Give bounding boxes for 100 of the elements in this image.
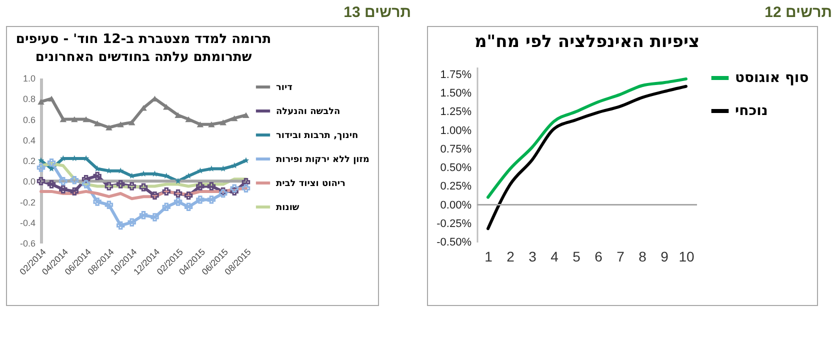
point <box>162 202 171 212</box>
point <box>230 187 238 196</box>
y-tick-label: 1.00% <box>440 124 472 137</box>
point <box>82 174 90 184</box>
point <box>174 198 182 206</box>
point <box>208 122 215 128</box>
point <box>128 119 136 126</box>
text: תרשים 12 <box>764 4 832 23</box>
point <box>94 165 101 172</box>
legend-label: הלבשה והנעלה <box>276 107 340 117</box>
point <box>184 202 193 212</box>
point <box>196 122 204 128</box>
point <box>242 112 250 118</box>
y-tick-label: 0.8 <box>22 94 36 104</box>
point <box>242 157 250 164</box>
point <box>174 112 182 118</box>
y-tick-label: 0.2 <box>22 156 36 166</box>
point <box>82 180 90 188</box>
y-tick-label: -0.4 <box>20 218 36 228</box>
line-series <box>486 84 688 230</box>
y-tick-label: 0.0 <box>22 176 36 187</box>
y-tick-label: 1.75% <box>440 68 472 81</box>
y-tick-label: 1.25% <box>440 106 472 118</box>
point <box>47 158 56 167</box>
point <box>36 177 46 186</box>
point <box>231 115 238 122</box>
point <box>47 180 56 188</box>
point <box>60 155 66 162</box>
point <box>116 180 125 188</box>
legend-label: סוף אוגוסט <box>735 70 809 86</box>
x-tick-label: 2 <box>506 248 515 264</box>
legend-label: חינוך, תרבות ובידור <box>276 131 358 141</box>
point <box>104 182 114 190</box>
point <box>162 187 171 196</box>
point <box>93 198 102 206</box>
point <box>174 189 182 198</box>
point <box>60 116 67 122</box>
point <box>207 196 216 204</box>
point <box>116 221 125 230</box>
x-tick-label: 10 <box>678 248 694 264</box>
point <box>185 116 192 122</box>
point <box>38 157 44 164</box>
y-tick-label: 0.6 <box>22 114 36 125</box>
y-tick-label: -0.6 <box>20 238 36 248</box>
point <box>207 182 216 190</box>
point <box>242 184 250 192</box>
x-tick-label: 5 <box>572 248 581 264</box>
x-tick-label: 6 <box>594 248 603 264</box>
x-tick-label: 1 <box>484 248 493 264</box>
point <box>150 213 159 222</box>
point <box>139 211 148 220</box>
point <box>48 96 55 102</box>
point <box>94 120 101 126</box>
legend-label: נוכחי <box>735 103 768 119</box>
y-tick-label: 0.50% <box>440 162 472 174</box>
point <box>71 116 78 122</box>
point <box>197 167 204 174</box>
y-tick-label: 0.75% <box>440 143 472 156</box>
point <box>106 124 112 130</box>
point <box>93 172 102 180</box>
text: תרשים 13 <box>342 4 411 23</box>
point <box>59 177 68 186</box>
y-tick-label: 1.0 <box>22 74 36 84</box>
point <box>139 183 148 192</box>
y-tick-label: 0.25% <box>440 180 472 193</box>
chart-title: ציפיות האינפלציה לפי מח"מ <box>474 32 700 52</box>
point <box>117 122 124 128</box>
point <box>38 98 44 105</box>
x-tick-label: 4 <box>550 248 559 264</box>
line-series <box>486 77 688 199</box>
point <box>36 164 46 172</box>
x-tick-label: 8 <box>638 248 647 264</box>
chart-title: תרומה למדד מצטברת ב-12 חוד' - סעיפים שתרומתם עלתה בחודשים האחרונים <box>16 32 272 65</box>
point <box>150 191 159 200</box>
point <box>242 178 250 186</box>
y-tick-label: 0.00% <box>440 199 472 212</box>
legend-label: שונות <box>276 203 300 213</box>
y-tick-label: -0.25% <box>436 218 472 230</box>
y-tick-label: -0.50% <box>436 236 472 248</box>
legend-label: ריהוט וציוד לבית <box>276 179 346 189</box>
y-tick-label: 0.4 <box>22 135 36 146</box>
point <box>196 196 204 204</box>
point <box>230 184 238 192</box>
point <box>220 119 226 126</box>
legend-label: דיור <box>276 83 292 93</box>
x-tick-label: 3 <box>528 248 537 264</box>
point <box>70 187 79 196</box>
point <box>184 191 193 200</box>
legend-label: מזון ללא ירקות ופירות <box>276 155 370 165</box>
x-tick-label: 7 <box>616 248 625 264</box>
x-tick-label: 9 <box>660 248 669 264</box>
y-tick-label: 1.50% <box>440 88 472 100</box>
point <box>128 182 136 190</box>
point <box>196 182 204 190</box>
point <box>70 176 79 184</box>
point <box>82 116 90 122</box>
point <box>104 200 114 209</box>
point <box>59 185 68 194</box>
point <box>174 178 182 184</box>
point <box>128 218 136 226</box>
